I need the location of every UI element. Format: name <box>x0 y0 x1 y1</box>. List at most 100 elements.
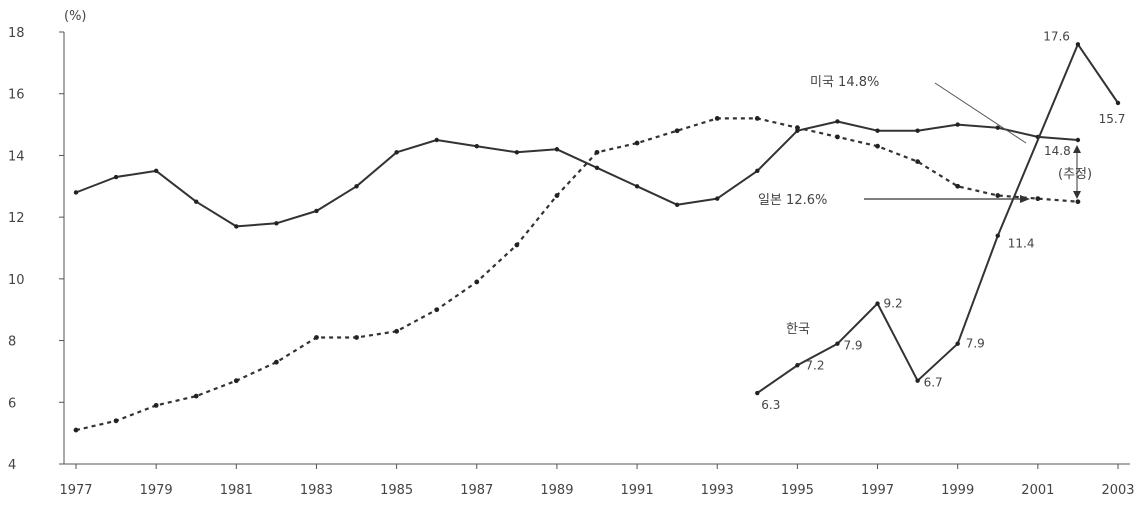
data-point <box>1075 42 1081 47</box>
data-point <box>514 242 520 248</box>
series-group <box>73 42 1121 433</box>
estimate-arrow-down <box>1073 191 1081 199</box>
data-point <box>153 168 159 174</box>
data-point <box>835 341 840 346</box>
us-callout-leader <box>934 82 1027 144</box>
series-line-0 <box>75 120 1078 228</box>
x-tick-label: 1981 <box>220 483 253 498</box>
data-point <box>73 427 79 433</box>
data-point <box>474 143 479 149</box>
data-label: 6.7 <box>924 376 943 390</box>
data-point <box>714 116 720 121</box>
data-point <box>474 279 480 285</box>
data-point <box>995 193 1001 198</box>
data-point <box>233 378 239 384</box>
series-line-2 <box>756 43 1119 394</box>
korea-series-label: 한국 <box>786 322 810 337</box>
data-point <box>955 341 960 346</box>
data-point <box>1075 199 1081 205</box>
data-label: 7.9 <box>843 339 862 353</box>
y-tick-label: 6 <box>8 396 16 411</box>
x-tick-label: 1989 <box>540 483 573 498</box>
y-tick-label: 4 <box>8 458 16 473</box>
data-point <box>113 174 119 180</box>
data-label: 15.7 <box>1099 112 1126 126</box>
data-point <box>394 150 399 155</box>
data-point <box>554 193 560 198</box>
data-point <box>875 128 880 133</box>
data-point <box>634 140 640 146</box>
data-point <box>1075 137 1081 143</box>
x-tick-label: 2003 <box>1101 483 1134 498</box>
estimate-label: (추정) <box>1058 167 1092 182</box>
data-point <box>354 335 359 340</box>
us-value-label: 14.8 <box>1044 144 1071 158</box>
y-tick-label: 16 <box>8 88 25 103</box>
data-point <box>394 328 400 334</box>
data-point <box>674 202 680 207</box>
data-point <box>915 128 920 133</box>
data-point <box>1115 100 1121 106</box>
data-point <box>153 402 159 408</box>
y-tick-label: 14 <box>8 149 25 164</box>
data-point <box>273 359 279 365</box>
japan-callout-label: 일본 12.6% <box>758 193 827 208</box>
data-point <box>674 128 680 134</box>
data-point <box>715 196 720 201</box>
data-point <box>835 119 840 124</box>
data-point <box>795 363 800 368</box>
x-tick-label: 1987 <box>460 483 493 498</box>
data-point <box>554 147 560 152</box>
data-point <box>995 125 1000 130</box>
y-axis-ticks: 18 16 14 12 10 8 6 4 <box>8 26 64 473</box>
y-tick-label: 10 <box>8 273 25 288</box>
y-tick-label: 8 <box>8 335 16 350</box>
y-tick-label: 18 <box>8 26 25 41</box>
x-tick-label: 2001 <box>1021 483 1054 498</box>
data-point <box>755 168 760 174</box>
data-point <box>1035 196 1041 202</box>
data-point <box>594 165 600 170</box>
x-tick-label: 1979 <box>140 483 173 498</box>
y-tick-label: 12 <box>8 211 25 226</box>
x-tick-label: 1999 <box>941 483 974 498</box>
data-point <box>314 335 319 340</box>
data-point <box>794 125 800 131</box>
x-tick-label: 1985 <box>380 483 413 498</box>
estimate-arrow-up <box>1073 145 1081 153</box>
data-label: 11.4 <box>1008 237 1035 251</box>
data-point <box>514 150 520 155</box>
data-point <box>955 122 960 127</box>
data-point <box>835 134 840 140</box>
data-point <box>73 190 79 195</box>
data-point <box>194 199 199 204</box>
data-point <box>274 221 279 226</box>
data-point <box>915 159 921 165</box>
x-tick-label: 1997 <box>861 483 894 498</box>
data-point <box>193 393 199 399</box>
data-point <box>634 184 640 189</box>
data-point <box>434 307 440 313</box>
data-point <box>234 224 239 229</box>
data-point <box>354 184 359 189</box>
y-axis-unit-label: (%) <box>64 9 87 24</box>
data-point <box>434 137 439 143</box>
data-point <box>594 149 600 155</box>
data-point <box>875 301 880 306</box>
x-tick-label: 1977 <box>59 483 92 498</box>
data-label: 7.2 <box>805 358 824 372</box>
x-tick-label: 1991 <box>621 483 654 498</box>
data-label: 9.2 <box>884 297 903 311</box>
japan-callout-arrowhead <box>1020 195 1030 203</box>
data-labels: 6.3 7.2 7.9 9.2 6.7 7.9 11.4 17.6 15.7 <box>761 29 1125 412</box>
data-point <box>314 208 319 214</box>
data-point <box>995 233 1000 238</box>
data-point <box>955 183 961 189</box>
data-point <box>915 378 920 383</box>
data-point <box>875 143 880 149</box>
x-tick-label: 1993 <box>701 483 734 498</box>
data-label: 7.9 <box>966 337 985 351</box>
data-point <box>754 116 760 121</box>
x-tick-label: 1995 <box>781 483 814 498</box>
